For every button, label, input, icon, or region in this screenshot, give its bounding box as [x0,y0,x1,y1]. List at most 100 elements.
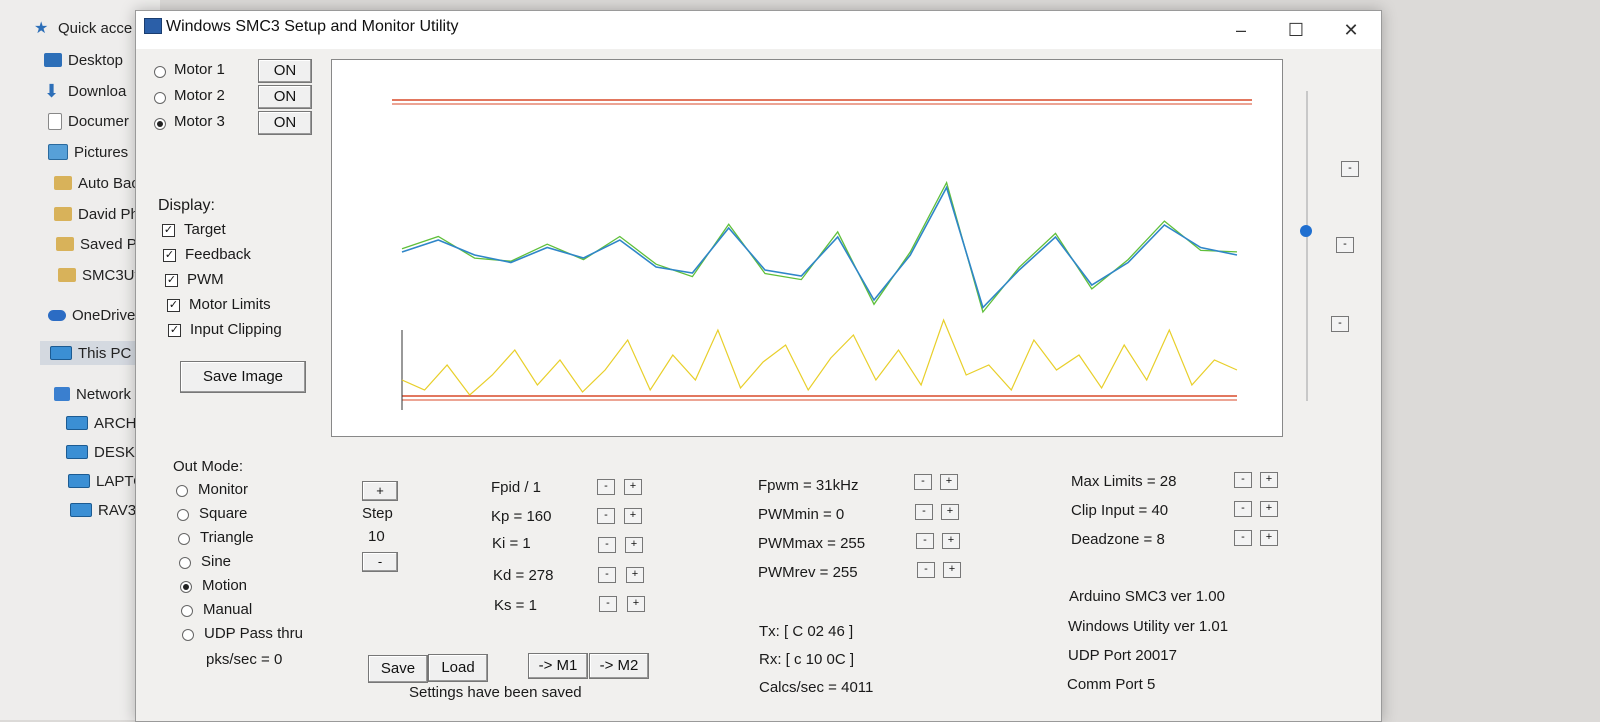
udp-pass-thru-radio[interactable] [182,629,194,641]
slider-top-button[interactable]: - [1341,161,1359,177]
sine-label: Sine [201,553,232,570]
folder-icon [54,176,72,190]
kp-plus-button[interactable]: + [624,508,642,524]
motor-2-radio[interactable] [154,92,166,104]
clip-input-plus-button[interactable]: + [1260,501,1278,517]
max-limits-minus-button[interactable]: - [1234,472,1252,488]
nav-item-onedrive[interactable]: OneDrive - [48,303,145,327]
motor-limits-label: Motor Limits [189,296,271,313]
folder-icon [56,237,74,251]
nav-item-auto-backup[interactable]: Auto Bac [54,171,139,195]
nav-item-david-ph[interactable]: David Ph [54,202,139,226]
out-mode-heading: Out Mode: [173,458,244,475]
slider-middle-button[interactable]: - [1336,237,1354,253]
fpwm-minus-button[interactable]: - [914,474,932,490]
vertical-slider-thumb[interactable] [1300,225,1312,237]
manual-radio[interactable] [181,605,193,617]
target-checkbox[interactable]: ✓ [162,224,175,237]
kd-label: Kd = 278 [493,567,554,584]
copy-to-m1-button[interactable]: -> M1 [528,653,588,679]
minimize-button[interactable]: – [1235,20,1246,40]
input-clipping-checkbox[interactable]: ✓ [168,324,181,337]
motor-2-on-button[interactable]: ON [258,85,312,109]
nav-item-pictures[interactable]: Pictures [48,140,128,164]
pwmmin-plus-button[interactable]: + [941,504,959,520]
fpid-plus-button[interactable]: + [624,479,642,495]
monitor-radio[interactable] [176,485,188,497]
step-minus-button[interactable]: - [362,552,398,572]
deadzone-minus-button[interactable]: - [1234,530,1252,546]
ki-label: Ki = 1 [492,535,531,552]
copy-to-m2-button[interactable]: -> M2 [589,653,649,679]
motor-1-radio[interactable] [154,66,166,78]
nav-item-label: Quick acce [58,19,133,37]
save-button[interactable]: Save [368,655,428,683]
computer-icon [66,445,88,459]
pwmmax-minus-button[interactable]: - [916,533,934,549]
save-image-button[interactable]: Save Image [180,361,306,393]
window-title: Windows SMC3 Setup and Monitor Utility [166,18,459,35]
kp-label: Kp = 160 [491,508,552,525]
plot-canvas [392,99,1252,410]
motion-radio[interactable] [180,581,192,593]
input-clipping-label: Input Clipping [190,321,282,338]
motor-1-on-button[interactable]: ON [258,59,312,83]
square-radio[interactable] [177,509,189,521]
nav-item-label: OneDrive - [72,306,145,324]
ki-plus-button[interactable]: + [625,537,643,553]
pwmmax-plus-button[interactable]: + [942,533,960,549]
display-heading: Display: [158,197,215,214]
pwmrev-plus-button[interactable]: + [943,562,961,578]
nav-item-desktop[interactable]: Desktop [44,48,123,72]
udp-port: UDP Port 20017 [1068,647,1177,664]
vertical-slider-track[interactable] [1306,91,1308,401]
folder-icon [58,268,76,282]
pwmmin-minus-button[interactable]: - [915,504,933,520]
triangle-radio[interactable] [178,533,190,545]
network-icon [54,387,70,401]
pwm-checkbox[interactable]: ✓ [165,274,178,287]
kd-plus-button[interactable]: + [626,567,644,583]
nav-item-network[interactable]: Network [54,382,131,406]
pictures-icon [48,144,68,160]
max-limits-plus-button[interactable]: + [1260,472,1278,488]
ks-plus-button[interactable]: + [627,596,645,612]
ks-label: Ks = 1 [494,597,537,614]
motor-3-on-button[interactable]: ON [258,111,312,135]
fpwm-plus-button[interactable]: + [940,474,958,490]
pks-per-sec: pks/sec = 0 [206,651,283,668]
nav-item-this-pc[interactable]: This PC [40,341,145,365]
maximize-button[interactable]: ☐ [1287,20,1305,40]
kp-minus-button[interactable]: - [597,508,615,524]
kd-minus-button[interactable]: - [598,567,616,583]
nav-item-smc3util[interactable]: SMC3Util [58,263,145,287]
ks-minus-button[interactable]: - [599,596,617,612]
motor-3-radio[interactable] [154,118,166,130]
load-button[interactable]: Load [428,654,488,682]
feedback-checkbox[interactable]: ✓ [163,249,176,262]
nav-item-quick-access[interactable]: ★ Quick acce [34,16,132,40]
manual-label: Manual [203,601,253,618]
nav-item-saved-pictures[interactable]: Saved Pic [56,232,148,256]
nav-item-label: Downloa [68,82,127,100]
slider-bottom-button[interactable]: - [1331,316,1349,332]
title-bar[interactable]: Windows SMC3 Setup and Monitor Utility –… [136,11,1381,49]
sine-radio[interactable] [179,557,191,569]
fpid-minus-button[interactable]: - [597,479,615,495]
ki-minus-button[interactable]: - [598,537,616,553]
motor-limits-checkbox[interactable]: ✓ [167,299,180,312]
motor-2-label: Motor 2 [174,87,225,104]
nav-item-downloads[interactable]: ⬇ Downloa [44,79,126,103]
app-icon [144,18,162,34]
step-plus-button[interactable]: + [362,481,398,501]
clip-input-minus-button[interactable]: - [1234,501,1252,517]
nav-item-documents[interactable]: Documer [48,109,129,133]
nav-item-label: David Ph [78,205,139,223]
arduino-version: Arduino SMC3 ver 1.00 [1069,588,1225,605]
close-button[interactable]: ✕ [1343,20,1359,40]
pwmrev-minus-button[interactable]: - [917,562,935,578]
pwmrev-label: PWMrev = 255 [758,564,858,581]
windows-utility-version: Windows Utility ver 1.01 [1068,618,1229,635]
deadzone-plus-button[interactable]: + [1260,530,1278,546]
monitor-plot [331,59,1283,437]
